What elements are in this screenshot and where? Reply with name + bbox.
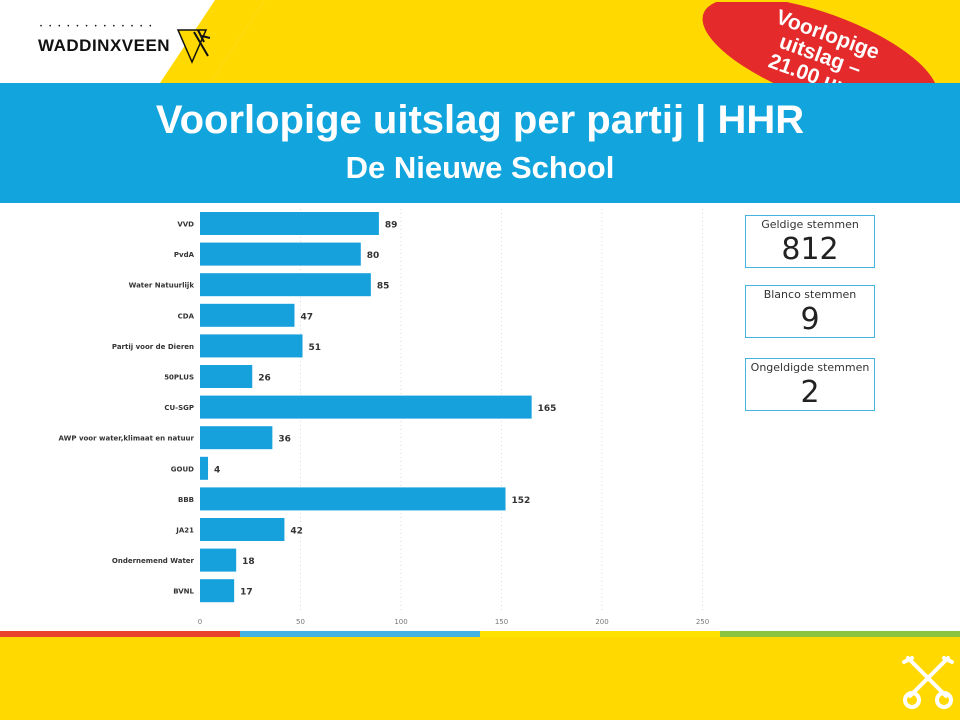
bar-9 <box>200 487 506 511</box>
data-label-7: 36 <box>278 435 291 445</box>
bar-12 <box>200 579 235 603</box>
category-label-12: BVNL <box>173 588 194 596</box>
category-label-10: JA21 <box>175 527 194 535</box>
category-label-11: Ondernemend Water <box>112 557 195 565</box>
logo-emblem-icon <box>176 29 211 64</box>
category-label-4: Partij voor de Dieren <box>112 343 194 351</box>
card-invalid-votes-label: Ongeldigde stemmen <box>750 361 870 374</box>
data-label-8: 4 <box>214 465 220 475</box>
crossed-keys-icon <box>902 656 954 709</box>
category-label-0: VVD <box>177 221 194 229</box>
bar-4 <box>200 334 303 358</box>
bar-7 <box>200 426 273 450</box>
category-label-7: AWP voor water,klimaat en natuur <box>59 435 195 443</box>
tick-label-100: 100 <box>394 618 407 626</box>
stripe-yellow <box>480 631 720 637</box>
tick-label-150: 150 <box>495 618 508 626</box>
tick-label-250: 250 <box>696 618 709 626</box>
tick-label-50: 50 <box>296 618 305 626</box>
bar-10 <box>200 518 285 541</box>
card-blank-votes-label: Blanco stemmen <box>763 288 857 301</box>
card-invalid-votes: Ongeldigde stemmen 2 <box>745 358 875 411</box>
data-label-12: 17 <box>240 588 253 598</box>
bar-2 <box>200 273 371 297</box>
data-label-6: 165 <box>538 404 557 414</box>
bar-8 <box>200 456 209 480</box>
data-label-4: 51 <box>309 343 322 353</box>
card-valid-votes-value: 812 <box>781 232 839 267</box>
bar-6 <box>200 395 532 419</box>
category-label-9: BBB <box>178 496 194 504</box>
page-title: Voorlopige uitslag per partij | HHR <box>155 98 805 142</box>
card-blank-votes: Blanco stemmen 9 <box>745 285 875 338</box>
data-label-10: 42 <box>290 527 303 537</box>
category-label-5: 50PLUS <box>164 374 194 382</box>
category-label-3: CDA <box>178 312 195 320</box>
bar-1 <box>200 242 361 266</box>
card-blank-votes-value: 9 <box>800 302 820 337</box>
data-label-2: 85 <box>377 282 390 292</box>
category-label-2: Water Natuurlijk <box>129 282 195 290</box>
data-label-9: 152 <box>512 496 531 506</box>
stripe-green <box>720 631 960 637</box>
logo-dots: ••••••••••••• <box>40 24 159 30</box>
stripe-red <box>0 631 240 637</box>
footer-yellow <box>0 637 960 720</box>
bar-0 <box>200 212 379 235</box>
bar-11 <box>200 548 237 572</box>
tick-label-200: 200 <box>595 618 608 626</box>
category-label-6: CU-SGP <box>164 404 194 412</box>
data-label-5: 26 <box>258 374 271 384</box>
page-subtitle: De Nieuwe School <box>345 150 615 185</box>
card-valid-votes-label: Geldige stemmen <box>761 218 859 231</box>
bar-3 <box>200 303 295 327</box>
category-label-8: GOUD <box>171 465 194 473</box>
bar-chart: VVD 89 PvdA 80 Water Natuurlijk 85 CDA 47 Partij… <box>59 209 709 626</box>
data-label-3: 47 <box>300 312 313 322</box>
data-label-0: 89 <box>385 221 398 231</box>
bar-5 <box>200 365 253 388</box>
tick-label-0: 0 <box>198 618 202 626</box>
card-invalid-votes-value: 2 <box>800 375 820 410</box>
category-label-1: PvdA <box>174 251 195 259</box>
stripe-blue <box>240 631 480 637</box>
logo-text: WADDINXVEEN <box>38 36 171 55</box>
card-valid-votes: Geldige stemmen 812 <box>745 215 875 268</box>
title-banner <box>0 83 960 203</box>
data-label-11: 18 <box>242 557 255 567</box>
data-label-1: 80 <box>367 251 380 261</box>
